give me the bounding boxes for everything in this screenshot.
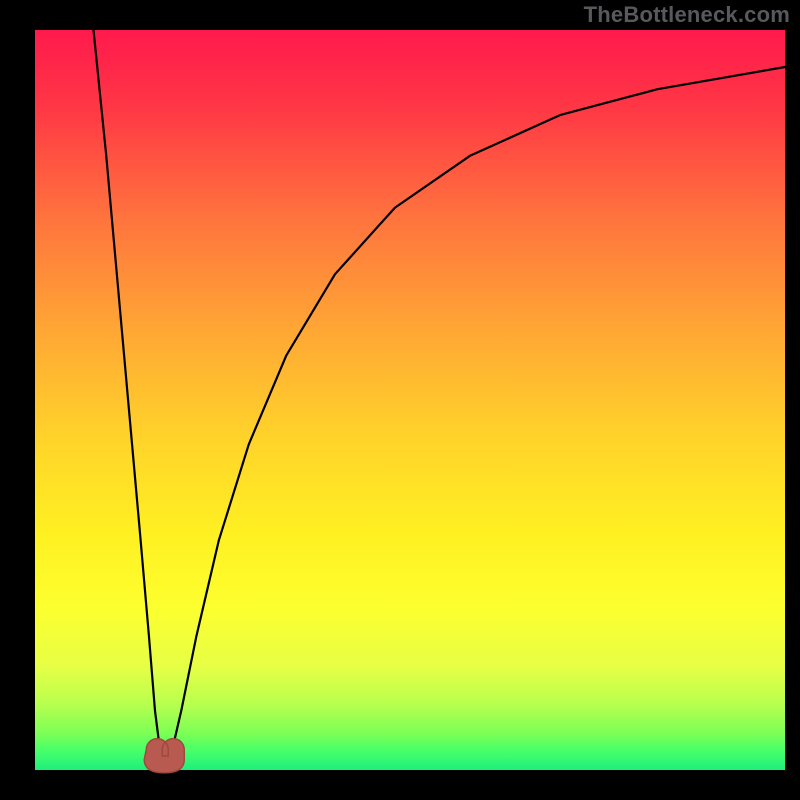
optimal-point-marker [144, 739, 184, 773]
chart-container: TheBottleneck.com [0, 0, 800, 800]
plot-background [35, 30, 785, 770]
watermark-text: TheBottleneck.com [584, 2, 790, 28]
bottleneck-chart [0, 0, 800, 800]
